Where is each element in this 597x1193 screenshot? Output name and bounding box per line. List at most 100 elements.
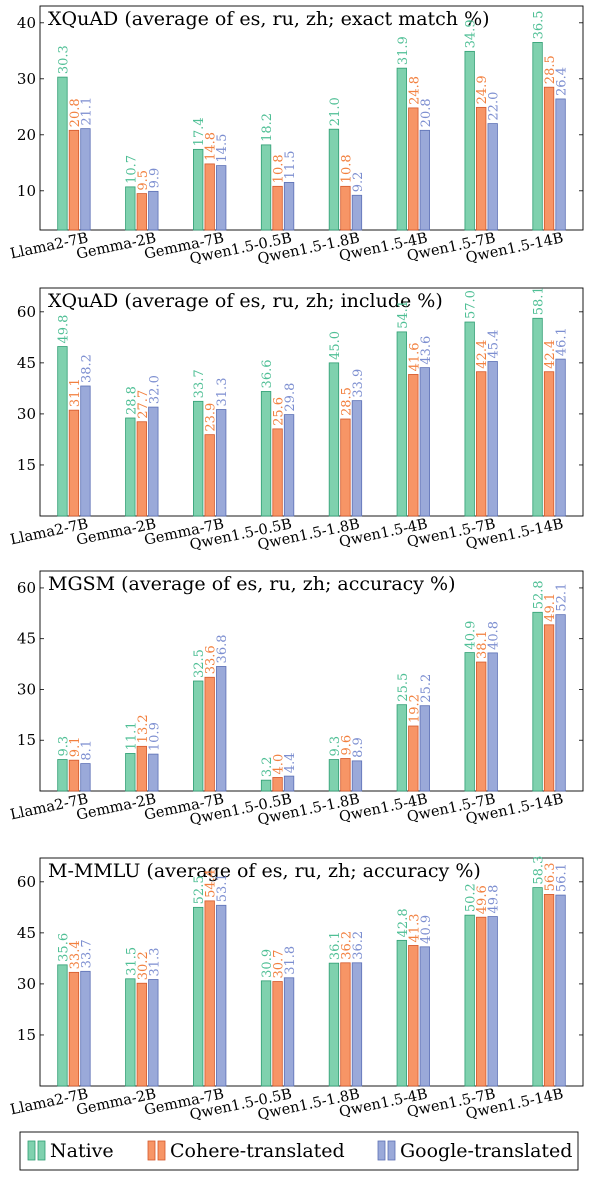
data-label: 40.8 [487, 621, 502, 650]
bar-cohere-translated-0 [68, 129, 80, 231]
chart-title: MGSM (average of es, ru, zh; accuracy %) [48, 573, 456, 595]
data-label: 10.7 [124, 155, 139, 184]
bar-cohere-translated-1 [136, 193, 147, 231]
bar-cohere-translated-1 [136, 982, 147, 1087]
bar-native-1 [125, 753, 136, 792]
data-label: 10.9 [147, 722, 162, 751]
bar-google-translated-4 [351, 194, 363, 231]
bar-native-2 [193, 400, 204, 517]
bar-native-4 [328, 362, 340, 517]
data-label: 25.5 [396, 673, 411, 702]
bar-google-translated-1 [148, 979, 159, 1087]
y-tick-label: 45 [17, 630, 36, 648]
data-label: 4.4 [283, 752, 298, 773]
bar-native-3 [260, 391, 272, 517]
bar-cohere-translated-7 [543, 371, 555, 517]
bar-google-translated-4 [351, 962, 363, 1087]
data-label: 56.1 [555, 863, 570, 892]
data-label: 20.8 [68, 98, 83, 127]
legend-label: Native [50, 1140, 114, 1162]
data-label: 36.5 [532, 10, 547, 39]
data-label: 17.4 [192, 117, 207, 146]
bar-google-translated-4 [351, 400, 363, 517]
bar-cohere-translated-4 [340, 758, 351, 792]
bar-google-translated-5 [419, 367, 430, 517]
bar-native-6 [464, 50, 475, 231]
data-label: 42.4 [543, 340, 558, 369]
bar-cohere-translated-3 [272, 777, 283, 792]
bar-native-6 [464, 914, 475, 1087]
bar-google-translated-7 [555, 614, 566, 792]
data-label: 41.6 [407, 342, 422, 371]
chart-title: M-MMLU (average of es, ru, zh; accuracy … [48, 860, 481, 882]
data-label: 49.1 [543, 593, 558, 622]
bar-cohere-translated-6 [476, 371, 487, 517]
bar-google-translated-7 [555, 894, 566, 1087]
bar-cohere-translated-4 [340, 962, 351, 1087]
bar-google-translated-2 [216, 409, 227, 517]
bar-native-7 [532, 887, 543, 1087]
y-tick-label: 45 [17, 354, 36, 372]
legend-frame [19, 1131, 579, 1171]
bar-native-7 [532, 611, 543, 792]
bar-google-translated-7 [555, 98, 566, 231]
data-label: 28.5 [339, 387, 354, 416]
data-label: 31.5 [124, 947, 139, 976]
bar-cohere-translated-3 [272, 428, 283, 517]
data-label: 30.2 [136, 951, 151, 980]
data-label: 4.0 [272, 754, 287, 775]
bar-google-translated-1 [148, 190, 159, 231]
bar-native-3 [260, 144, 272, 231]
legend-swatch-cohere-translated [147, 1140, 156, 1161]
bar-native-3 [260, 980, 272, 1087]
data-label: 10.8 [339, 154, 354, 183]
data-label: 42.4 [475, 340, 490, 369]
bar-cohere-translated-2 [204, 676, 215, 792]
bar-google-translated-1 [148, 406, 159, 517]
data-label: 11.5 [283, 150, 298, 179]
data-label: 26.4 [555, 67, 570, 96]
bar-cohere-translated-5 [408, 725, 419, 792]
bar-google-translated-7 [555, 358, 566, 517]
data-label: 54.4 [204, 869, 219, 898]
bar-cohere-translated-0 [68, 409, 80, 517]
data-label: 29.8 [283, 383, 298, 412]
data-label: 36.1 [328, 931, 343, 960]
bar-cohere-translated-7 [543, 624, 555, 792]
data-label: 25.6 [272, 397, 287, 426]
bar-google-translated-0 [80, 763, 91, 792]
legend-swatch-google-translated-b [387, 1140, 396, 1161]
data-label: 9.5 [136, 170, 151, 191]
bar-native-6 [464, 652, 475, 792]
bar-google-translated-1 [148, 753, 159, 792]
y-tick-label: 40 [17, 14, 36, 32]
bar-google-translated-0 [80, 385, 91, 517]
data-label: 35.6 [56, 933, 71, 962]
bar-native-4 [328, 962, 340, 1087]
bar-google-translated-3 [283, 977, 295, 1087]
data-label: 31.3 [147, 948, 162, 977]
y-tick-label: 15 [17, 1026, 36, 1044]
bar-native-0 [57, 759, 68, 792]
data-label: 23.9 [204, 403, 219, 432]
data-label: 50.2 [464, 883, 479, 912]
bar-native-1 [125, 417, 136, 517]
y-tick-label: 10 [17, 182, 36, 200]
y-tick-label: 20 [17, 126, 36, 144]
bar-cohere-translated-6 [476, 106, 487, 231]
legend-swatch-google-translated [377, 1140, 386, 1161]
data-label: 31.1 [68, 378, 83, 407]
data-label: 49.8 [56, 315, 71, 344]
data-label: 31.9 [396, 36, 411, 65]
bar-native-1 [125, 978, 136, 1087]
bar-native-7 [532, 317, 543, 517]
data-label: 27.7 [136, 390, 151, 419]
bar-native-7 [532, 42, 543, 231]
data-label: 31.8 [283, 946, 298, 975]
chart-title: XQuAD (average of es, ru, zh; exact matc… [48, 8, 490, 30]
legend-swatch-native [27, 1140, 36, 1161]
bar-native-5 [396, 67, 407, 231]
bar-cohere-translated-4 [340, 418, 351, 517]
data-label: 14.5 [215, 134, 230, 163]
